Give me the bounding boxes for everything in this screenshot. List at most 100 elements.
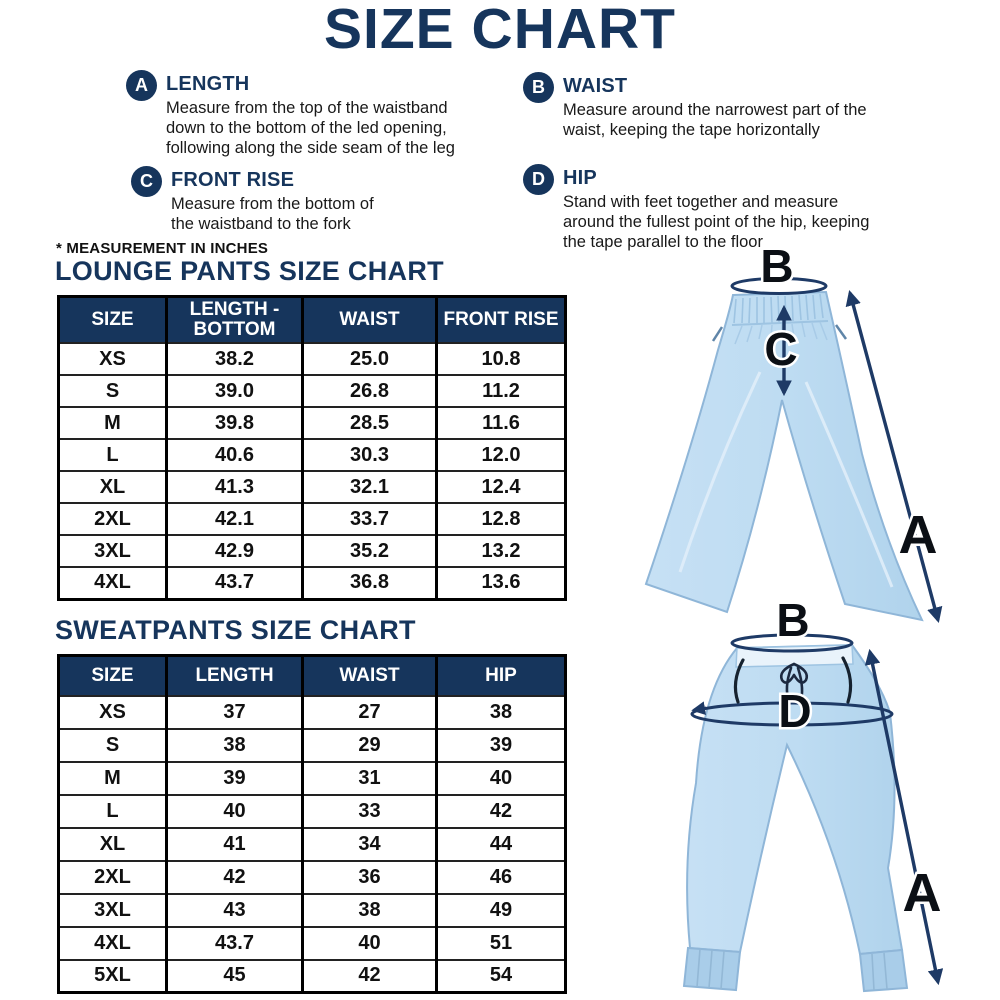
table-cell: L xyxy=(58,793,167,828)
definition-description: Measure around the narrowest part of the… xyxy=(563,101,867,140)
lounge-pants-table-title: LOUNGE PANTS SIZE CHART xyxy=(55,256,444,286)
table-cell: 12.8 xyxy=(435,502,566,535)
column-header: WAIST xyxy=(301,296,437,343)
sweatpants-figure: B D A xyxy=(682,598,944,993)
definition-description: Stand with feet together and measure aro… xyxy=(563,193,870,252)
table-cell: 4XL xyxy=(58,925,167,960)
table-cell: XL xyxy=(58,826,167,861)
table-cell: M xyxy=(58,406,167,439)
table-row: 2XL 42.1 33.7 12.8 xyxy=(58,502,566,535)
table-cell: 42 xyxy=(165,859,303,894)
column-header: SIZE xyxy=(58,296,167,343)
table-cell: 2XL xyxy=(58,859,167,894)
table-cell: 46 xyxy=(435,859,566,894)
table-cell: 26.8 xyxy=(301,374,437,407)
figure-label-length-a: A xyxy=(899,505,938,565)
definition-waist: B WAIST Measure around the narrowest par… xyxy=(523,72,907,140)
column-header: WAIST xyxy=(301,655,437,696)
figure-label-front-rise-c: C xyxy=(764,323,797,375)
table-cell: 42.9 xyxy=(165,534,303,567)
lounge-pants-size-table: SIZE LENGTH - BOTTOM WAIST FRONT RISE XS 38.… xyxy=(57,295,567,601)
table-cell: 35.2 xyxy=(301,534,437,567)
table-cell: XL xyxy=(58,470,167,503)
table-cell: XS xyxy=(58,694,167,729)
definition-description: Measure from the bottom of the waistband… xyxy=(171,195,374,234)
figure-label-hip-d: D xyxy=(778,685,811,737)
table-row: XL 41 34 44 xyxy=(58,826,566,861)
pocket-slit-right xyxy=(834,324,848,340)
marker-b-badge: B xyxy=(523,72,554,103)
table-cell: 44 xyxy=(435,826,566,861)
table-row: L 40 33 42 xyxy=(58,793,566,828)
table-cell: M xyxy=(58,760,167,795)
table-cell: L xyxy=(58,438,167,471)
pocket-right xyxy=(841,656,853,704)
marker-a-badge: A xyxy=(126,70,157,101)
column-header: HIP xyxy=(435,655,566,696)
table-cell: 40.6 xyxy=(165,438,303,471)
table-cell: 36 xyxy=(301,859,437,894)
table-row: 4XL 43.7 36.8 13.6 xyxy=(58,566,566,599)
column-header: FRONT RISE xyxy=(435,296,566,343)
table-cell: 38 xyxy=(165,727,303,762)
table-cell: 38.2 xyxy=(165,342,303,375)
figure-label-waist-b: B xyxy=(776,598,809,646)
drawstring xyxy=(779,662,809,705)
column-header: LENGTH - BOTTOM xyxy=(165,296,303,343)
table-cell: 33 xyxy=(301,793,437,828)
table-cell: 33.7 xyxy=(301,502,437,535)
definition-term: FRONT RISE xyxy=(171,169,295,191)
table-cell: S xyxy=(58,374,167,407)
table-cell: 54 xyxy=(435,958,566,993)
hip-arrow-tip xyxy=(691,701,707,715)
table-cell: 27 xyxy=(301,694,437,729)
table-cell: 45 xyxy=(165,958,303,993)
table-cell: 51 xyxy=(435,925,566,960)
measurement-unit-note: * MEASUREMENT IN INCHES xyxy=(56,240,269,257)
table-cell: 43.7 xyxy=(165,566,303,599)
pocket-slit-left xyxy=(711,326,724,342)
table-cell: 40 xyxy=(301,925,437,960)
table-cell: 11.2 xyxy=(435,374,566,407)
pocket-left xyxy=(733,658,745,704)
table-cell: 42 xyxy=(435,793,566,828)
table-cell: 41 xyxy=(165,826,303,861)
table-cell: 13.2 xyxy=(435,534,566,567)
table-row: S 38 29 39 xyxy=(58,727,566,762)
sweatpants-size-table: SIZE LENGTH WAIST HIP XS 37 27 38 S 38 29 39 M 39 31 4… xyxy=(57,654,567,994)
definition-term: LENGTH xyxy=(166,73,250,95)
marker-d-badge: D xyxy=(523,164,554,195)
table-header-row: SIZE LENGTH - BOTTOM WAIST FRONT RISE xyxy=(58,296,566,343)
table-cell: 43 xyxy=(165,892,303,927)
table-row: 2XL 42 36 46 xyxy=(58,859,566,894)
table-cell: 42 xyxy=(301,958,437,993)
table-cell: 4XL xyxy=(58,566,167,599)
table-cell: 12.0 xyxy=(435,438,566,471)
table-cell: XS xyxy=(58,342,167,375)
table-cell: 39.8 xyxy=(165,406,303,439)
table-cell: 28.5 xyxy=(301,406,437,439)
sweatpants-table-title: SWEATPANTS SIZE CHART xyxy=(55,615,416,645)
table-row: M 39.8 28.5 11.6 xyxy=(58,406,566,439)
seam-highlight-left xyxy=(678,371,762,573)
table-row: 3XL 42.9 35.2 13.2 xyxy=(58,534,566,567)
table-cell: 40 xyxy=(165,793,303,828)
table-row: 5XL 45 42 54 xyxy=(58,958,566,993)
table-cell: 39 xyxy=(435,727,566,762)
table-cell: 31 xyxy=(301,760,437,795)
definition-term: HIP xyxy=(563,167,597,189)
definition-term: WAIST xyxy=(563,75,628,97)
column-header: SIZE xyxy=(58,655,167,696)
definition-description: Measure from the top of the waistband do… xyxy=(166,99,455,158)
table-cell: 49 xyxy=(435,892,566,927)
table-cell: 42.1 xyxy=(165,502,303,535)
table-row: XS 37 27 38 xyxy=(58,694,566,729)
figure-label-length-a: A xyxy=(903,863,942,923)
figure-label-waist-b: B xyxy=(760,242,793,292)
definition-length: A LENGTH Measure from the top of the wai… xyxy=(126,70,478,158)
table-cell: 32.1 xyxy=(301,470,437,503)
table-row: XS 38.2 25.0 10.8 xyxy=(58,342,566,375)
cuff-ribs xyxy=(696,948,888,991)
table-cell: 10.8 xyxy=(435,342,566,375)
